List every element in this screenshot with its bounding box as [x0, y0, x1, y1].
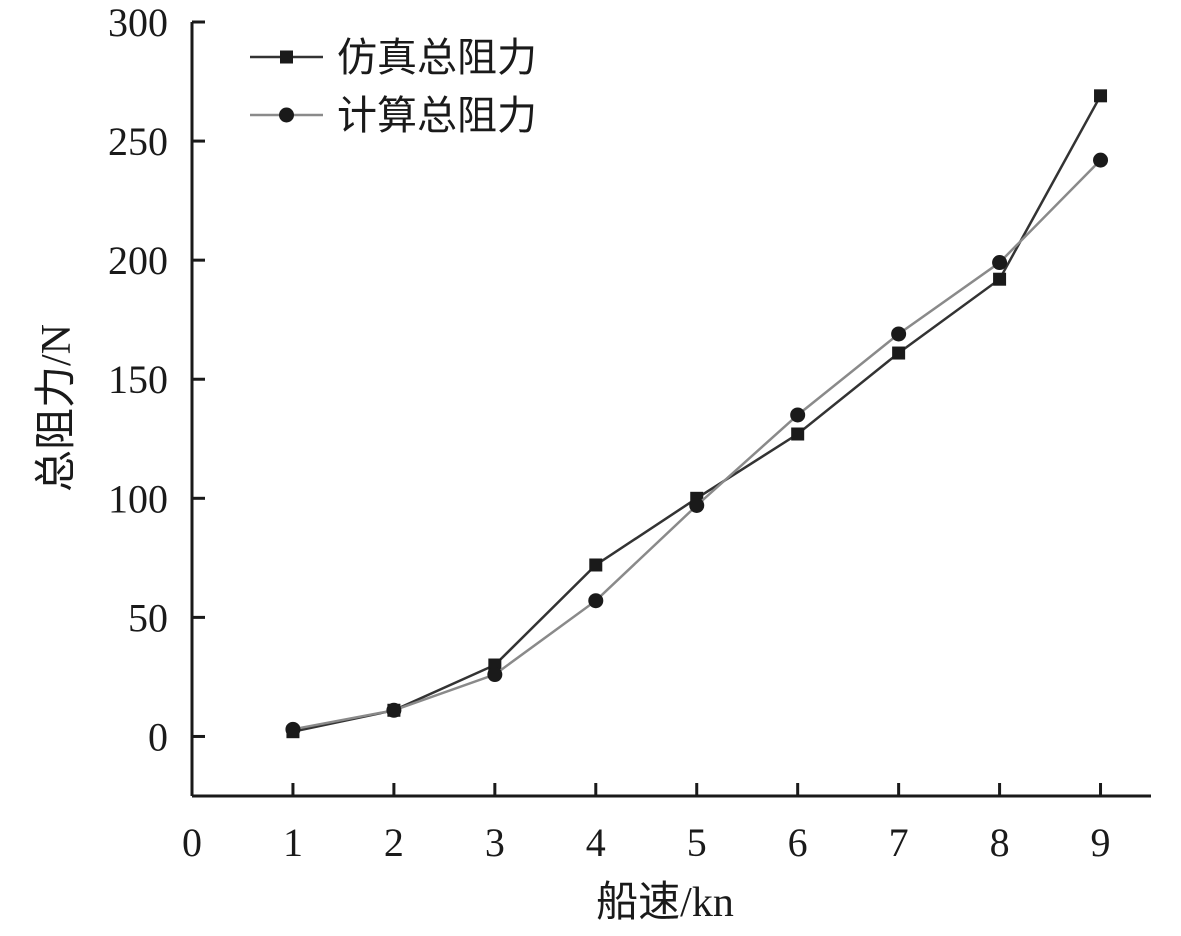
data-point-square [589, 558, 603, 572]
data-point-circle [588, 593, 604, 609]
y-tick-label: 150 [108, 357, 168, 402]
series-layer [285, 89, 1109, 739]
x-axis-title: 船速/kn [596, 880, 734, 926]
x-tick-label: 9 [1091, 820, 1111, 865]
data-point-circle [992, 255, 1008, 271]
x-tick-label: 5 [687, 820, 707, 865]
x-tick-label: 4 [586, 820, 606, 865]
data-point-circle [1093, 152, 1109, 168]
series-line-2 [292, 159, 1102, 731]
y-tick-label: 300 [108, 0, 168, 45]
x-tick-label: 1 [283, 820, 303, 865]
data-point-circle [285, 721, 301, 737]
data-point-square [1094, 89, 1108, 103]
y-tick-label: 0 [148, 714, 168, 759]
y-tick-label: 50 [128, 595, 168, 640]
x-tick-label: 7 [889, 820, 909, 865]
y-tick-label: 250 [108, 119, 168, 164]
x-tick-label: 3 [485, 820, 505, 865]
data-point-circle [790, 407, 806, 423]
y-axis-title: 总阻力/N [34, 324, 80, 492]
legend-label: 计算总阻力 [337, 93, 537, 138]
data-point-square [993, 272, 1007, 286]
data-point-square [892, 346, 906, 360]
series-line-1 [292, 95, 1102, 733]
legend-marker-circle [279, 107, 294, 123]
data-point-square [791, 427, 805, 441]
data-point-circle [487, 667, 503, 683]
y-tick-label: 100 [108, 476, 168, 521]
x-tick-label: 0 [182, 820, 202, 865]
x-tick-label: 8 [990, 820, 1010, 865]
legend-marker-square [280, 50, 293, 64]
x-tick-label: 2 [384, 820, 404, 865]
data-point-circle [689, 497, 705, 513]
axes: 0 50 100 150 200 250 300 0 1 2 3 4 5 6 7 8 9 [108, 0, 1151, 865]
legend-label: 仿真总阻力 [337, 35, 537, 80]
x-tick-label: 6 [788, 820, 808, 865]
y-tick-label: 200 [108, 238, 168, 283]
data-point-circle [386, 702, 402, 718]
data-point-circle [891, 326, 907, 342]
